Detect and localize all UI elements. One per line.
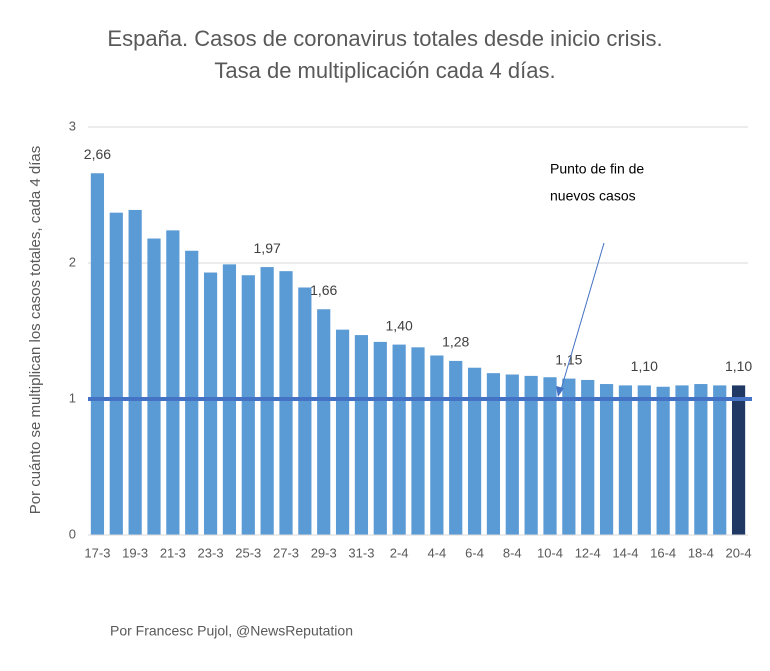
data-label: 1,28	[442, 334, 469, 350]
bar	[618, 385, 633, 535]
bar	[486, 373, 501, 535]
annotation-arrow	[559, 242, 605, 394]
data-label: 1,97	[254, 240, 281, 256]
bar	[109, 212, 123, 535]
x-tick-label: 23-3	[198, 545, 224, 560]
x-tick-label: 21-3	[160, 545, 186, 560]
data-label: 1,15	[555, 351, 582, 367]
x-tick-label: 25-3	[235, 545, 261, 560]
x-tick-label: 4-4	[427, 545, 446, 560]
annotation: nuevos casos	[550, 188, 636, 204]
bar	[185, 250, 199, 535]
data-label: 1,40	[386, 317, 413, 333]
bar	[354, 335, 369, 535]
x-tick-label: 17-3	[84, 545, 110, 560]
y-tick-label: 3	[69, 118, 76, 133]
bar	[637, 385, 651, 535]
bar	[467, 367, 482, 535]
bar	[317, 309, 331, 535]
x-tick-label: 2-4	[390, 545, 409, 560]
bar	[505, 374, 519, 535]
bar	[90, 173, 105, 536]
y-tick-label: 2	[69, 254, 76, 269]
bar	[599, 384, 614, 535]
bar	[731, 385, 746, 535]
x-tick-label: 29-3	[311, 545, 337, 560]
x-tick-label: 20-4	[726, 545, 752, 560]
x-tick-label: 14-4	[612, 545, 638, 560]
bar	[449, 360, 463, 535]
bar	[260, 267, 274, 535]
data-label: 1,66	[310, 282, 337, 298]
data-label: 1,10	[631, 358, 658, 374]
bar	[581, 379, 595, 535]
bar	[373, 341, 387, 535]
bar	[713, 385, 727, 535]
bar	[694, 384, 708, 535]
bar	[335, 329, 350, 535]
bar	[392, 344, 406, 535]
chart-title: España. Casos de coronavirus totales des…	[107, 26, 662, 51]
arrow-head	[556, 386, 564, 397]
bar	[298, 287, 312, 535]
footer: Por Francesc Pujol, @NewsReputation	[110, 623, 353, 639]
x-tick-label: 16-4	[650, 545, 676, 560]
x-tick-label: 12-4	[575, 545, 601, 560]
bar	[128, 209, 142, 535]
bar	[411, 347, 425, 535]
x-tick-label: 31-3	[348, 545, 374, 560]
x-tick-label: 8-4	[503, 545, 522, 560]
y-tick-label: 1	[69, 390, 76, 405]
x-tick-label: 27-3	[273, 545, 299, 560]
bar	[241, 275, 255, 535]
y-tick-label: 0	[69, 526, 76, 541]
data-label: 2,66	[84, 146, 111, 162]
bar	[166, 230, 180, 536]
x-tick-label: 10-4	[537, 545, 563, 560]
bar	[675, 385, 689, 535]
bar	[279, 271, 293, 535]
data-label: 1,10	[725, 358, 752, 374]
bar	[543, 377, 557, 535]
y-axis-label: Por cuánto se multiplican los casos tota…	[27, 146, 44, 515]
bar	[656, 386, 670, 535]
annotation: Punto de fin de	[550, 161, 644, 177]
chart-title: Tasa de multiplicación cada 4 días.	[214, 58, 555, 83]
x-tick-label: 6-4	[465, 545, 484, 560]
x-tick-label: 19-3	[122, 545, 148, 560]
bar	[203, 272, 218, 535]
bar	[430, 355, 444, 535]
x-tick-label: 18-4	[688, 545, 714, 560]
bar	[562, 378, 576, 535]
bar	[147, 238, 161, 535]
bar	[524, 375, 538, 535]
